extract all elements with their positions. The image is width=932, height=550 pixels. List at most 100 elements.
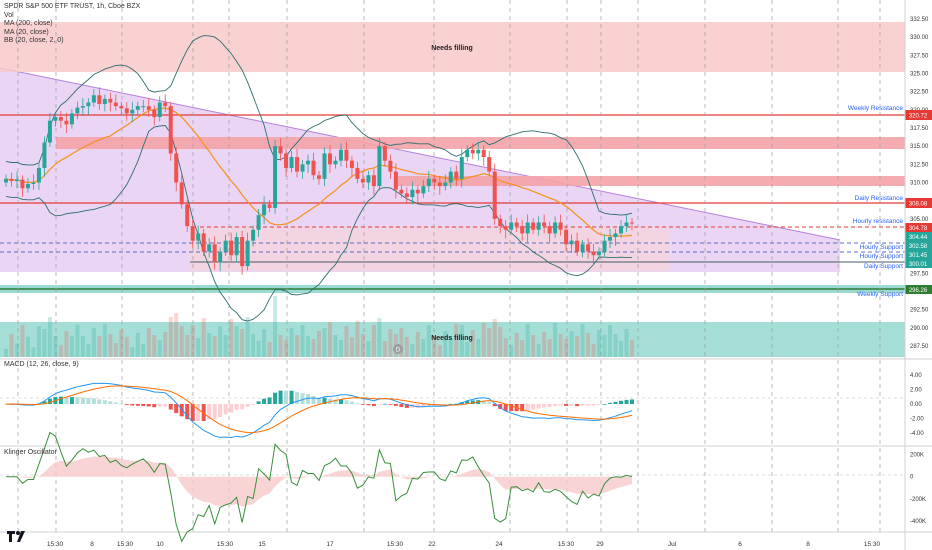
indicator-vol[interactable]: Vol xyxy=(4,11,14,19)
price-axis-tick: 287.50 xyxy=(910,344,929,350)
macd-histogram-bar xyxy=(311,396,316,404)
macd-histogram-bar xyxy=(146,404,151,407)
volume-bar xyxy=(459,325,464,357)
candle-body xyxy=(25,183,30,189)
candle-body xyxy=(152,109,157,118)
symbol-title[interactable]: SPDR S&P 500 ETF TRUST, 1h, Cboe BZX xyxy=(4,3,141,10)
macd-histogram-bar xyxy=(399,404,404,408)
macd-histogram-bar xyxy=(580,404,585,406)
price-tag-302: 302.58 xyxy=(909,244,928,250)
volume-bar xyxy=(179,326,184,357)
macd-histogram-bar xyxy=(102,400,107,404)
macd-axis-tick: 4.00 xyxy=(910,373,922,379)
volume-bar xyxy=(267,342,272,357)
hourly-support-label-2: Hourly Support xyxy=(860,253,904,260)
macd-signal-line xyxy=(6,385,633,434)
candle-body xyxy=(196,233,201,241)
macd-title[interactable]: MACD (12, 26, close, 9) xyxy=(4,361,79,368)
macd-histogram-bar xyxy=(355,403,360,405)
candle-body xyxy=(608,237,613,241)
volume-bar xyxy=(190,325,195,357)
candle-body xyxy=(212,244,217,263)
candle-body xyxy=(333,160,338,165)
macd-histogram-bar xyxy=(196,404,201,421)
indicator-ma200[interactable]: MA (200, close) xyxy=(4,20,53,28)
price-candles[interactable] xyxy=(4,87,634,275)
macd-histogram-bar xyxy=(212,404,217,420)
candle-body xyxy=(300,164,305,172)
candle-body xyxy=(36,167,41,183)
klinger-title[interactable]: Klinger Oscillator xyxy=(4,449,57,456)
macd-histogram-bar xyxy=(69,397,74,404)
price-tag-300: 300.01 xyxy=(909,262,928,268)
candle-body xyxy=(174,153,179,183)
candle-body xyxy=(108,98,113,103)
candle-body xyxy=(586,244,591,252)
macd-histogram-bar xyxy=(300,393,305,404)
volume-bar xyxy=(404,337,409,357)
macd-histogram-bar xyxy=(470,400,475,404)
volume-bar xyxy=(536,344,541,357)
indicator-ma20[interactable]: MA (20, close) xyxy=(4,28,49,36)
candle-body xyxy=(135,106,140,110)
session-separators xyxy=(17,0,881,532)
candle-body xyxy=(470,149,475,154)
volume-bar xyxy=(355,321,360,357)
macd-histogram-bar xyxy=(602,403,607,405)
volume-bar xyxy=(47,317,52,357)
macd-histogram-bar xyxy=(426,404,431,407)
indicator-bb[interactable]: BB (20, close, 2, 0) xyxy=(4,37,64,45)
candle-body xyxy=(4,178,8,183)
candle-body xyxy=(355,167,360,179)
macd-histogram-bar xyxy=(597,404,602,406)
candle-body xyxy=(338,149,343,161)
time-axis-tick: 6 xyxy=(738,541,742,548)
volume-bar xyxy=(185,335,190,357)
volume-bar xyxy=(481,323,486,357)
chart-legend: SPDR S&P 500 ETF TRUST, 1h, Cboe BZX Vol… xyxy=(4,3,140,46)
volume-bar xyxy=(602,335,607,357)
macd-histogram-bar xyxy=(91,398,96,404)
candle-body xyxy=(251,229,256,241)
volume-bar xyxy=(470,330,475,357)
macd-histogram-bar xyxy=(80,397,85,404)
price-axis-tick: 330.00 xyxy=(910,35,929,41)
candle-body xyxy=(344,149,349,161)
macd-histogram-bar xyxy=(190,404,195,422)
macd-histogram-bar xyxy=(591,404,596,406)
price-axis-tick: 297.50 xyxy=(910,271,929,277)
volume-bar xyxy=(130,347,135,357)
volume-bar xyxy=(597,330,602,357)
volume-bar xyxy=(366,341,371,357)
macd-histogram-bar xyxy=(393,404,398,406)
volume-bar xyxy=(97,336,102,357)
candle-body xyxy=(575,240,580,252)
volume-bar xyxy=(338,340,343,357)
macd-histogram-bar xyxy=(256,401,261,404)
volume-bar xyxy=(25,336,30,357)
volume-bar xyxy=(119,329,124,357)
macd-histogram-bar xyxy=(108,401,113,404)
candle-body xyxy=(190,226,195,241)
volume-bar xyxy=(360,334,365,357)
macd-axis-tick: -2.00 xyxy=(910,417,924,423)
candle-body xyxy=(415,189,420,194)
candle-body xyxy=(124,108,129,114)
time-axis[interactable]: 15:30 8 15:30 10 15:30 15 17 15:30 22 24 15:30 29 Ju… xyxy=(47,541,881,548)
dividend-event-marker[interactable] xyxy=(393,344,403,354)
candle-body xyxy=(284,153,289,168)
candle-body xyxy=(580,244,585,252)
daily-support-label: Daily Support xyxy=(864,263,903,270)
volume-bar xyxy=(135,333,140,357)
candle-body xyxy=(399,189,404,194)
klinger-signal-area xyxy=(6,456,632,507)
volume-bar xyxy=(207,333,212,357)
volume-bar xyxy=(31,347,36,357)
candle-body xyxy=(168,106,173,154)
macd-histogram-bar xyxy=(553,404,558,407)
volume-bar xyxy=(102,324,107,357)
candle-body xyxy=(80,106,85,108)
volume-bar xyxy=(426,325,431,357)
price-tag-304-78: 304.78 xyxy=(909,226,928,232)
